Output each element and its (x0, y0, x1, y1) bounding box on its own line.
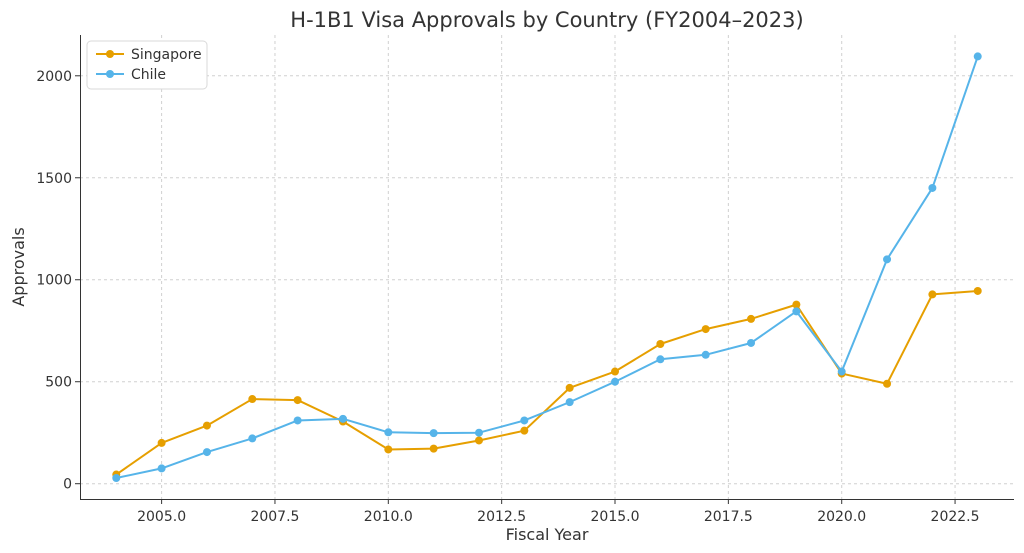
y-tick-label: 1000 (36, 273, 72, 289)
x-tick-label: 2020.0 (817, 509, 866, 525)
data-point-singapore (520, 426, 529, 435)
legend-label-chile: Chile (131, 67, 166, 83)
data-point-chile (883, 255, 892, 264)
x-tick-label: 2022.5 (931, 509, 980, 525)
data-point-chile (112, 473, 121, 482)
data-point-chile (747, 338, 756, 347)
x-ticks: 2005.0 2007.5 2010.0 2012.5 2015.0 2017.5 2020… (137, 499, 980, 525)
x-tick-label: 2005.0 (137, 509, 186, 525)
axes (80, 35, 1014, 500)
data-point-chile (792, 307, 801, 316)
data-point-chile (837, 367, 846, 376)
data-point-singapore (384, 445, 393, 454)
data-point-singapore (883, 379, 892, 388)
data-point-chile (202, 448, 211, 457)
y-ticks: 0 500 1000 1500 2000 (36, 69, 80, 493)
legend: Singapore Chile (86, 40, 208, 90)
data-point-chile (520, 416, 529, 425)
data-point-chile (384, 428, 393, 437)
data-point-chile (474, 428, 483, 437)
data-point-singapore (202, 421, 211, 430)
series-singapore (112, 286, 982, 479)
y-axis-label: Approvals (9, 227, 28, 306)
y-tick-label: 2000 (36, 69, 72, 85)
data-point-chile (656, 355, 665, 364)
data-point-chile (248, 434, 257, 443)
data-point-singapore (747, 314, 756, 323)
x-axis-label: Fiscal Year (506, 525, 589, 544)
chart-title: H-1B1 Visa Approvals by Country (FY2004–… (290, 8, 803, 32)
data-point-chile (338, 414, 347, 423)
x-tick-label: 2007.5 (250, 509, 299, 525)
y-tick-label: 1500 (36, 171, 72, 187)
data-point-chile (429, 429, 438, 438)
data-point-singapore (474, 436, 483, 445)
data-point-singapore (792, 300, 801, 309)
data-point-chile (701, 350, 710, 359)
data-point-singapore (611, 367, 620, 376)
series-chile (112, 52, 982, 482)
data-point-singapore (928, 290, 937, 299)
data-point-singapore (293, 396, 302, 405)
data-point-singapore (157, 438, 166, 447)
data-point-singapore (565, 383, 574, 392)
data-point-singapore (656, 339, 665, 348)
data-point-chile (928, 183, 937, 192)
legend-label-singapore: Singapore (131, 47, 202, 63)
data-point-chile (293, 416, 302, 425)
x-tick-label: 2012.5 (477, 509, 526, 525)
y-tick-label: 0 (63, 477, 72, 493)
data-point-singapore (248, 395, 257, 404)
data-point-singapore (701, 325, 710, 334)
series-line-singapore (115, 289, 979, 476)
x-tick-label: 2017.5 (704, 509, 753, 525)
y-tick-label: 500 (45, 375, 72, 391)
series-group (112, 52, 982, 482)
x-tick-label: 2010.0 (364, 509, 413, 525)
series-line-chile (115, 55, 979, 479)
data-point-chile (157, 464, 166, 473)
data-point-chile (565, 398, 574, 407)
legend-swatch-singapore-dot (106, 50, 114, 58)
grid-lines (80, 35, 1014, 499)
data-point-singapore (973, 286, 982, 295)
data-point-chile (973, 52, 982, 61)
x-tick-label: 2015.0 (591, 509, 640, 525)
data-point-singapore (429, 444, 438, 453)
data-point-chile (611, 377, 620, 386)
legend-swatch-chile-dot (106, 70, 114, 78)
